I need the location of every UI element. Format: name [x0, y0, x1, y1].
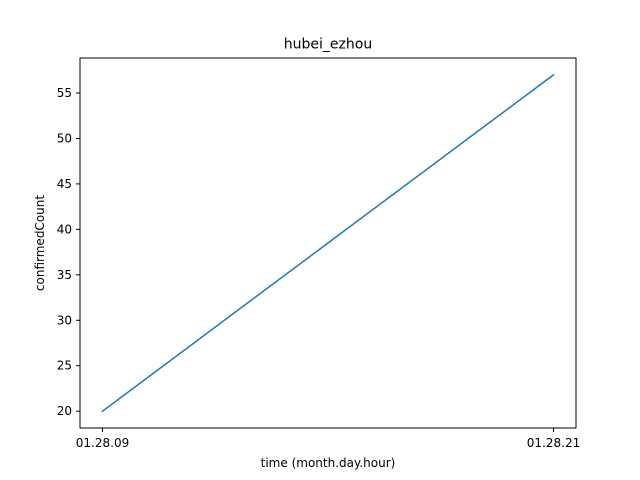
- x-axis-label: time (month.day.hour): [261, 456, 396, 470]
- y-axis-label: confirmedCount: [33, 195, 47, 291]
- plot-frame: [79, 57, 577, 429]
- y-tick-label: 35: [57, 268, 72, 282]
- series-line: [101, 73, 555, 413]
- chart-title: hubei_ezhou: [284, 37, 372, 53]
- y-tick-label: 45: [57, 177, 72, 191]
- y-tick-label: 20: [57, 404, 72, 418]
- x-tick-label: 01.28.09: [76, 436, 129, 450]
- y-axis-ticks: 20 25 30 35 40 45 50 55: [57, 86, 80, 418]
- y-tick-label: 40: [57, 222, 72, 236]
- series-layer: [101, 73, 555, 413]
- y-tick-label: 50: [57, 131, 72, 145]
- y-tick-label: 25: [57, 359, 72, 373]
- x-tick-label: 01.28.21: [527, 436, 580, 450]
- y-tick-label: 55: [57, 86, 72, 100]
- y-tick-label: 30: [57, 313, 72, 327]
- x-axis-ticks: 01.28.09 01.28.21: [76, 428, 580, 450]
